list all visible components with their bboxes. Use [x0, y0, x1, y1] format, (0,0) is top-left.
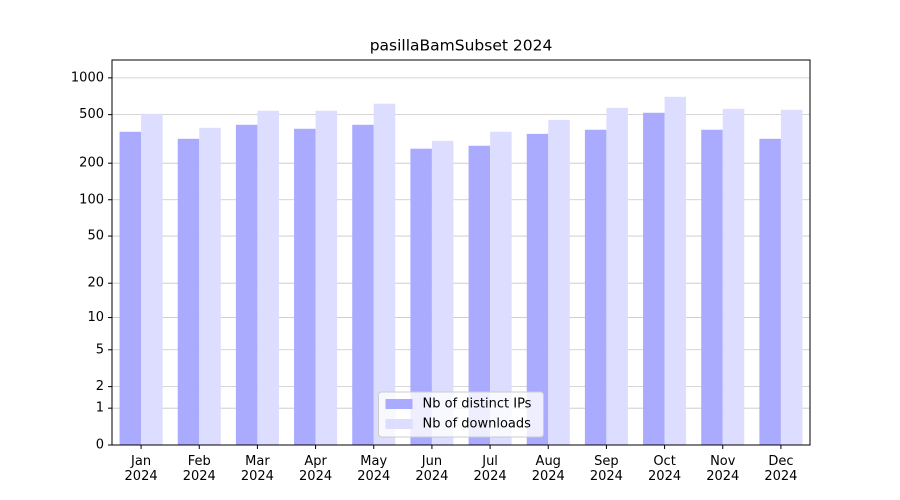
bar [701, 129, 723, 445]
x-tick-label: Dec 2024 [764, 454, 798, 484]
y-tick-label: 500 [79, 107, 104, 122]
x-tick-label: May 2024 [357, 454, 391, 484]
y-tick-label: 100 [79, 192, 104, 207]
y-tick-label: 2 [96, 379, 104, 394]
bar [177, 138, 200, 445]
bar [294, 128, 316, 445]
bar [352, 124, 374, 445]
x-tick-label: Mar 2024 [240, 454, 274, 484]
bar [141, 113, 163, 445]
bar [410, 148, 432, 445]
x-tick-label: Sep 2024 [589, 454, 623, 484]
y-tick-label: 50 [87, 229, 104, 244]
y-tick-label: 20 [87, 276, 104, 291]
x-tick-label: Feb 2024 [182, 454, 216, 484]
x-tick-label: Aug 2024 [531, 454, 565, 484]
bar [722, 108, 745, 445]
bar [526, 133, 549, 445]
legend: Nb of distinct IPs Nb of downloads [378, 391, 544, 438]
x-tick-label: Jul 2024 [473, 454, 507, 484]
chart-title: pasillaBamSubset 2024 [370, 37, 553, 55]
y-tick-label: 200 [79, 156, 104, 171]
legend-swatch [385, 419, 413, 429]
plot-frame [111, 59, 811, 446]
bar [584, 129, 607, 445]
grid [112, 77, 810, 446]
bar [431, 140, 454, 445]
x-tick-label: Jan 2024 [124, 454, 158, 484]
legend-label: Nb of distinct IPs [423, 397, 532, 412]
bar [759, 138, 781, 445]
bar [606, 107, 628, 445]
x-tick-label: Nov 2024 [706, 454, 740, 484]
y-tick-label: 5 [96, 342, 104, 357]
x-tick-label: Oct 2024 [648, 454, 682, 484]
bar [664, 96, 687, 445]
bar [235, 124, 258, 445]
bar [257, 110, 279, 446]
y-tick-label: 1000 [71, 70, 104, 85]
bar [199, 127, 221, 445]
x-tick-label: Apr 2024 [299, 454, 333, 484]
legend-swatch [385, 399, 413, 409]
legend-label: Nb of downloads [423, 417, 532, 432]
y-tick-label: 1 [96, 401, 104, 416]
bar [780, 109, 803, 445]
bar [548, 119, 570, 445]
legend-box [378, 391, 544, 438]
y-tick-label: 10 [87, 310, 104, 325]
bar [315, 110, 338, 446]
y-tick-label: 0 [96, 438, 104, 453]
bar [643, 112, 665, 446]
bar [468, 145, 491, 445]
bar [373, 103, 396, 445]
bar [490, 131, 512, 445]
x-tick-label: Jun 2024 [415, 454, 449, 484]
bar [119, 131, 142, 445]
